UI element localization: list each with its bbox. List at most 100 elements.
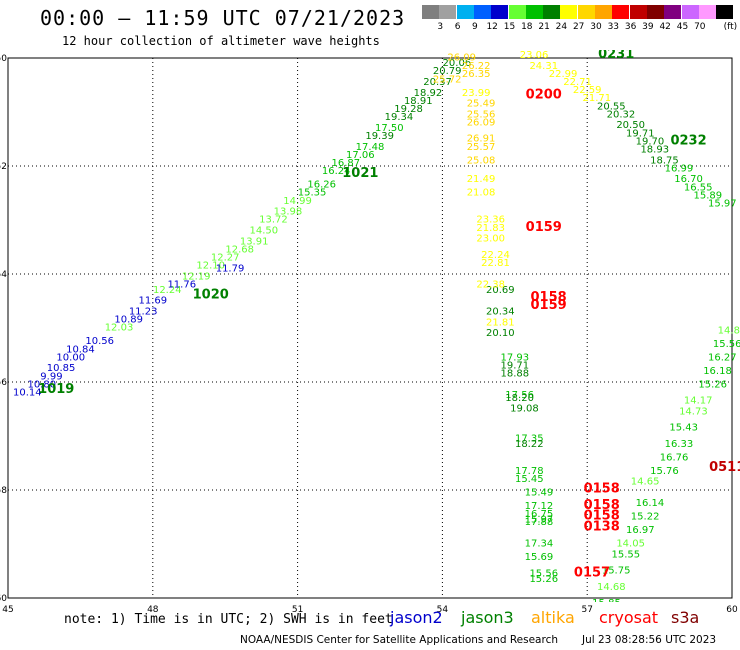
- swh-value-label: 14.84: [718, 325, 740, 336]
- colorbar-label: 9: [472, 22, 478, 32]
- swh-value-label: 15.55: [611, 550, 640, 561]
- swh-value-label: 20.10: [486, 328, 515, 339]
- swh-value-label: 17.34: [525, 539, 554, 550]
- swh-value-label: 26.09: [467, 118, 496, 129]
- swh-value-label: 22.99: [549, 69, 578, 80]
- colorbar-label: 18: [521, 22, 533, 32]
- swh-value-label: 11.76: [167, 280, 196, 291]
- colorbar-swatch: [473, 5, 491, 19]
- swh-value-label: 25.08: [467, 155, 496, 166]
- swh-value-label: 17.93: [500, 352, 529, 363]
- swh-value-label: 19.70: [636, 136, 665, 147]
- colorbar-label: 6: [454, 22, 461, 32]
- swh-value-label: 13.98: [274, 207, 303, 218]
- chart-title: 00:00 – 11:59 UTC 07/21/2023: [40, 6, 406, 30]
- pass-time-label: 0159: [526, 220, 562, 235]
- swh-value-label: 15.56: [529, 568, 558, 579]
- swh-value-label: 17.12: [525, 501, 554, 512]
- swh-value-label: 21.81: [486, 317, 515, 328]
- swh-value-label: 17.56: [505, 390, 534, 401]
- swh-value-label: 15.85: [592, 598, 621, 609]
- swh-value-label: 23.99: [462, 88, 491, 99]
- swh-value-label: 23.00: [476, 234, 505, 245]
- swh-value-label: 22.71: [563, 77, 592, 88]
- swh-value-label: 12.68: [225, 244, 254, 255]
- swh-value-label: 14.68: [597, 582, 626, 593]
- swh-value-label: 17.06: [346, 150, 375, 161]
- colorbar-label: 15: [503, 22, 516, 32]
- swh-value-label: 25.57: [467, 142, 496, 153]
- swh-value-label: 15.35: [298, 188, 327, 199]
- y-tick-label: -56: [0, 378, 7, 388]
- swh-value-label: 14.17: [684, 396, 713, 407]
- swh-value-label: 18.75: [650, 155, 679, 166]
- swh-value-label: 19.28: [394, 104, 423, 115]
- swh-value-label: 17.48: [356, 142, 385, 153]
- swh-value-label: 18.20: [505, 393, 534, 404]
- colorbar-unit: (ft): [723, 22, 738, 32]
- swh-value-label: 15.76: [650, 466, 679, 477]
- x-tick-label: 54: [437, 605, 449, 615]
- swh-value-label: 9.99: [40, 371, 62, 382]
- y-tick-label: -52: [0, 162, 7, 172]
- swh-value-label: 16.26: [307, 180, 336, 191]
- colorbar-label: 27: [572, 22, 585, 32]
- pass-time-label: 0158: [530, 290, 566, 305]
- swh-value-label: 25.56: [467, 109, 496, 120]
- swh-value-label: 12.24: [153, 285, 182, 296]
- y-tick-label: -60: [0, 594, 7, 604]
- colorbar-label: 12: [486, 22, 498, 32]
- pass-time-label: 0232: [670, 133, 706, 148]
- swh-value-label: 16.76: [660, 452, 689, 463]
- colorbar-label: 30: [590, 22, 602, 32]
- swh-value-label: 15.56: [713, 339, 740, 350]
- colorbar-swatch: [698, 5, 716, 19]
- x-tick-label: 60: [726, 605, 738, 615]
- swh-value-label: 20.37: [423, 77, 452, 88]
- swh-value-label: 22.38: [476, 280, 505, 291]
- chart-subtitle: 12 hour collection of altimeter wave hei…: [62, 34, 380, 48]
- swh-value-label: 21.49: [467, 174, 496, 185]
- swh-value-label: 12.19: [182, 271, 211, 282]
- swh-value-label: 22.24: [481, 250, 510, 261]
- swh-value-label: 12.10: [196, 261, 225, 272]
- x-tick-label: 57: [581, 605, 592, 615]
- swh-value-label: 20.34: [486, 307, 515, 318]
- swh-value-label: 16.18: [703, 366, 732, 377]
- swh-value-label: 22.81: [481, 258, 510, 269]
- swh-value-label: 15.22: [631, 512, 660, 523]
- swh-value-label: 14.65: [631, 477, 660, 488]
- y-tick-label: -58: [0, 486, 7, 496]
- swh-value-label: 16.70: [674, 174, 703, 185]
- swh-value-label: 16.14: [636, 498, 665, 509]
- colorbar-label: 36: [624, 22, 637, 32]
- colorbar-swatch: [664, 5, 682, 19]
- swh-value-label: 14.99: [283, 196, 312, 207]
- swh-value-label: 15.45: [515, 474, 544, 485]
- satellite-cryosat: cryosat: [599, 608, 659, 627]
- x-tick-label: 48: [147, 605, 159, 615]
- colorbar-label: 42: [659, 22, 671, 32]
- swh-value-label: 21.83: [476, 223, 505, 234]
- swh-value-label: 17.88: [525, 517, 554, 528]
- swh-value-label: 14.50: [249, 226, 278, 237]
- colorbar-label: 21: [538, 22, 550, 32]
- colorbar-swatch: [456, 5, 474, 19]
- swh-value-label: 15.89: [694, 190, 723, 201]
- colorbar-swatch: [439, 5, 457, 19]
- swh-value-label: 13.91: [240, 236, 269, 247]
- colorbar-swatch: [577, 5, 595, 19]
- swh-value-label: 17.50: [375, 123, 404, 134]
- colorbar-swatch: [629, 5, 647, 19]
- swh-value-label: 10.85: [47, 363, 76, 374]
- swh-value-label: 20.79: [433, 66, 462, 77]
- swh-value-label: 21.08: [467, 188, 496, 199]
- swh-value-label: 16.99: [665, 163, 694, 174]
- colorbar-label: 3: [437, 22, 444, 32]
- colorbar-label: 45: [676, 22, 689, 32]
- colorbar-swatch: [525, 5, 543, 19]
- swh-value-label: 26.91: [467, 134, 496, 145]
- swh-value-label: 26.09: [447, 53, 476, 64]
- swh-value-label: 15.26: [698, 379, 727, 390]
